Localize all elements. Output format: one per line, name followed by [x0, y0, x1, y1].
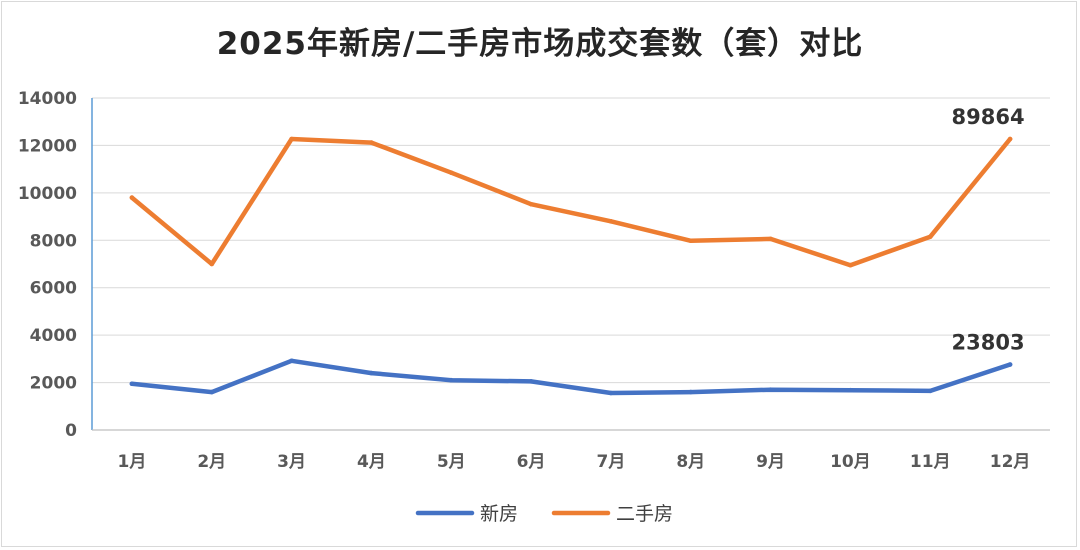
- data-point: [209, 389, 215, 395]
- data-point: [608, 390, 614, 396]
- data-point: [848, 262, 853, 268]
- data-point: [369, 140, 374, 145]
- y-tick-label: 2000: [30, 374, 77, 394]
- y-tick-label: 6000: [30, 279, 77, 299]
- data-point: [369, 370, 374, 376]
- data-point: [1007, 136, 1013, 142]
- y-tick-label: 10000: [18, 184, 77, 204]
- x-tick-label: 7月: [596, 452, 625, 472]
- legend-label: 二手房: [616, 503, 673, 525]
- data-point: [528, 201, 534, 207]
- data-point: [448, 377, 454, 383]
- series-line-new-homes: [129, 358, 1013, 396]
- data-point: [927, 234, 933, 240]
- data-point: [1007, 362, 1013, 367]
- y-tick-label: 14000: [18, 89, 77, 109]
- x-tick-label: 1月: [117, 452, 146, 472]
- data-point: [448, 170, 454, 175]
- data-point: [927, 388, 933, 394]
- data-point: [688, 389, 694, 395]
- data-label: 89864: [952, 105, 1025, 129]
- x-tick-label: 3月: [277, 452, 306, 472]
- y-tick-label: 0: [65, 421, 77, 441]
- y-tick-label: 12000: [18, 136, 77, 156]
- legend-item-resale-homes[interactable]: 二手房: [551, 503, 673, 525]
- data-point: [129, 195, 135, 200]
- x-tick-label: 9月: [756, 452, 785, 472]
- x-tick-label: 6月: [517, 452, 546, 472]
- data-point: [528, 379, 534, 384]
- y-tick-label: 4000: [30, 326, 77, 346]
- data-point: [768, 387, 773, 392]
- data-point: [209, 261, 215, 267]
- legend-item-new-homes[interactable]: 新房: [415, 503, 518, 525]
- x-tick-label: 8月: [676, 452, 705, 472]
- data-point: [768, 236, 773, 242]
- series-line-resale-homes: [129, 136, 1013, 268]
- x-tick-label: 4月: [357, 452, 386, 472]
- x-tick-label: 12月: [990, 452, 1031, 472]
- chart-title: 2025年新房/二手房市场成交套数（套）对比: [216, 26, 864, 62]
- data-point: [289, 358, 294, 364]
- data-point: [688, 238, 694, 244]
- data-point: [608, 219, 614, 224]
- y-tick-label: 8000: [30, 231, 77, 251]
- data-point: [289, 136, 294, 142]
- x-tick-label: 5月: [437, 452, 466, 472]
- legend-label: 新房: [480, 503, 518, 525]
- data-point: [129, 381, 135, 387]
- x-tick-label: 2月: [197, 452, 226, 472]
- data-point: [848, 387, 853, 393]
- x-tick-label: 11月: [910, 452, 951, 472]
- data-label: 23803: [952, 331, 1025, 355]
- x-tick-label: 10月: [830, 452, 871, 472]
